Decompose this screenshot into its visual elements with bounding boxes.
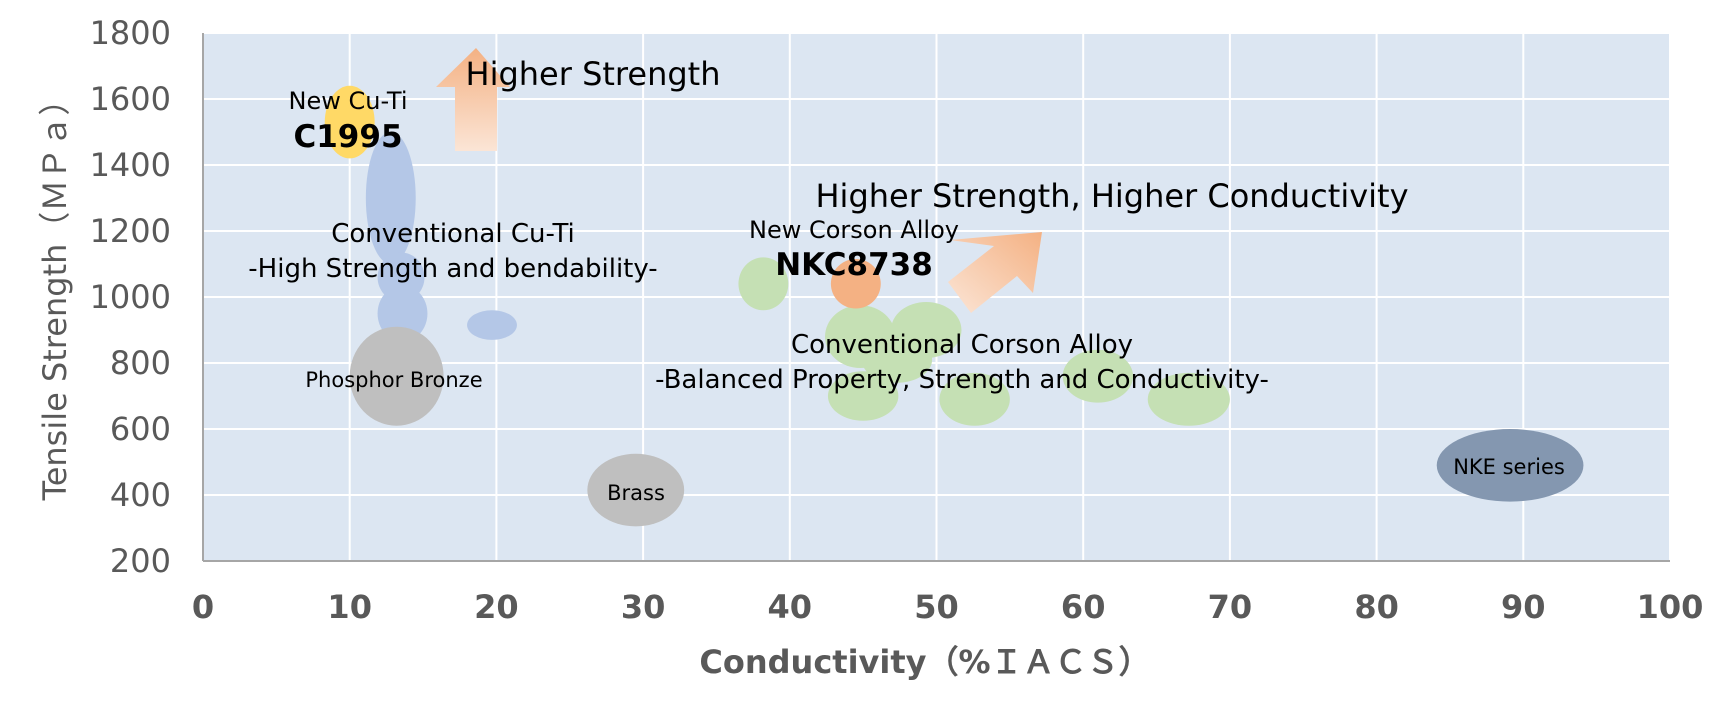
higher-strength-label: Higher Strength [466,55,721,93]
region-conventional-corson-alloy [827,371,899,421]
region-brass [587,453,685,527]
region-nke-series [1436,429,1584,502]
x-tick-label: 90 [1501,588,1546,626]
conventional-corson-label: Conventional Corson Alloy [791,330,1133,360]
c1995-label: C1995 [293,119,402,155]
x-tick-label: 70 [1208,588,1253,626]
x-tick-label: 0 [192,588,214,626]
y-tick-label: 400 [110,476,171,514]
region-new-corson-alloy [830,259,881,309]
region-conventional-corson-alloy [1062,349,1134,403]
y-axis-title: Tensile Strength（ＭＰａ） [36,84,74,502]
conventional-corson-sublabel: -Balanced Property, Strength and Conduct… [655,365,1269,395]
x-tick-label: 40 [768,588,813,626]
y-tick-label: 600 [110,410,171,448]
region-conventional-corson-alloy [1147,372,1230,426]
x-tick-label: 50 [914,588,959,626]
region-conventional-corson-alloy [738,257,789,311]
x-tick-label: 10 [327,588,372,626]
brass-label: Brass [607,481,665,505]
higher-strength-arrow [436,48,510,151]
y-tick-label: 800 [110,344,171,382]
higher-strength-conductivity-label: Higher Strength, Higher Conductivity [815,177,1408,215]
region-phosphor-bronze [349,326,444,426]
x-axis-title: Conductivity（%ＩＡＣＳ） [699,643,1150,681]
x-tick-label: 80 [1354,588,1399,626]
region-conventional-corson-alloy [861,336,933,383]
higher-strength-conductivity-arrow [948,232,1042,313]
nke-series-label: NKE series [1453,455,1565,479]
new-corson-label: New Corson Alloy [749,216,959,244]
nkc8738-label: NKC8738 [775,247,933,283]
gridlines [203,32,1671,561]
y-tick-label: 1200 [90,212,171,250]
x-tick-label: 100 [1637,588,1704,626]
conventional-cu-ti-label: Conventional Cu-Ti [331,219,575,249]
y-tick-label: 1600 [90,80,171,118]
conventional-cu-ti-sublabel: -High Strength and bendability- [248,254,657,284]
y-tick-label: 1800 [90,14,171,52]
axes: 0 10 20 30 40 50 60 70 80 90 100 200 400 600 800 1000 12… [90,14,1704,626]
annotations: Higher Strength Higher Strength, Higher … [248,55,1565,505]
new-cu-ti-label: New Cu-Ti [289,87,408,115]
x-tick-label: 30 [621,588,666,626]
region-conventional-cu-ti [365,132,416,264]
region-new-cu-ti [324,85,375,159]
y-tick-label: 1400 [90,146,171,184]
x-tick-label: 20 [474,588,519,626]
y-tick-label: 1000 [90,278,171,316]
y-tick-label: 200 [110,542,171,580]
phosphor-bronze-label: Phosphor Bronze [305,368,482,392]
data-regions [324,85,1584,527]
region-conventional-cu-ti [467,310,517,340]
x-tick-label: 60 [1061,588,1106,626]
region-conventional-corson-alloy [939,372,1010,426]
